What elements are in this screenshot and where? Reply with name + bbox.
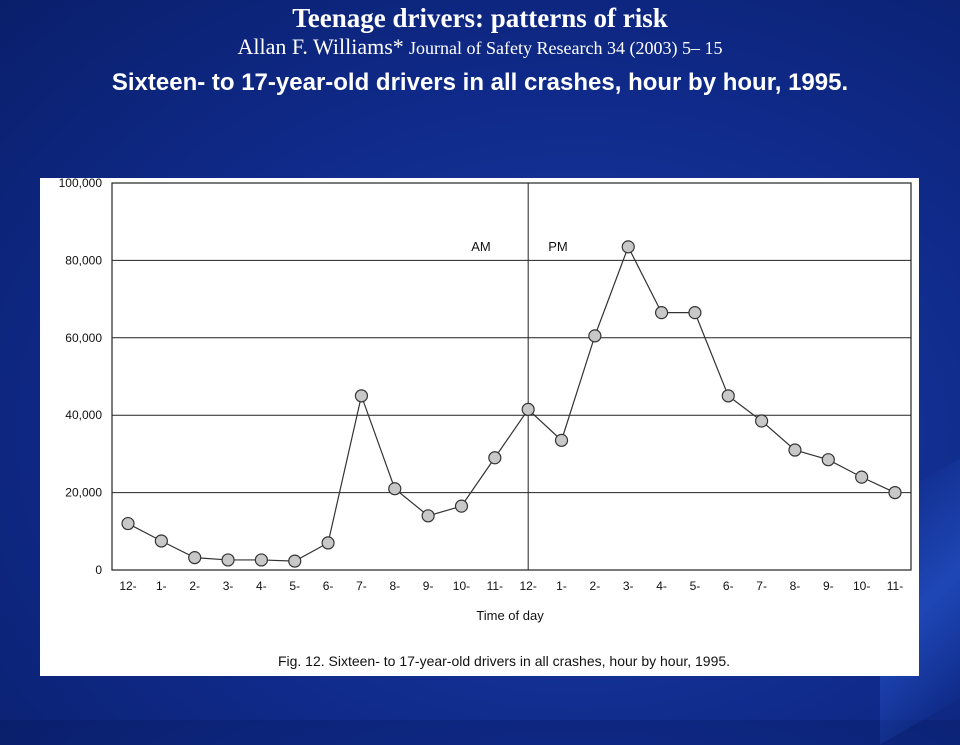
y-tick-labels: 0 20,000 40,000 60,000 80,000 100,000: [59, 176, 103, 577]
data-point: [821, 453, 835, 467]
series-polyline: [127, 245, 896, 562]
data-point: [121, 516, 135, 531]
x-tick-label: 1-: [156, 579, 167, 593]
y-tick-label: 20,000: [65, 486, 102, 500]
data-point: [588, 329, 602, 343]
y-tick-label: 100,000: [59, 178, 103, 190]
data-points: [121, 240, 902, 568]
x-tick-label: 12-: [119, 579, 136, 593]
data-point: [154, 534, 168, 548]
x-axis-label: Time of day: [476, 608, 544, 623]
data-point: [421, 509, 435, 523]
x-tick-label: 7-: [356, 579, 367, 593]
data-point: [221, 553, 235, 567]
data-point: [454, 499, 469, 513]
x-tick-labels: 12- 1- 2- 3- 4- 5- 6- 7- 8- 9- 10- 11- 12- 1- 2- 3- 4- 5-…: [119, 579, 903, 593]
data-point: [721, 389, 735, 403]
x-tick-label: 5-: [690, 579, 701, 593]
data-point: [755, 414, 769, 428]
x-tick-label: 11-: [487, 579, 503, 593]
series-line: [127, 245, 896, 562]
citation: Allan F. Williams* Journal of Safety Res…: [0, 34, 960, 61]
x-tick-label: 12-: [520, 579, 537, 593]
data-point: [521, 402, 535, 416]
x-tick-label: 9-: [423, 579, 434, 593]
data-point: [888, 486, 902, 500]
am-annotation: AM: [471, 239, 491, 254]
pm-annotation: PM: [548, 239, 568, 254]
line-chart: 0 20,000 40,000 60,000 80,000 100,000 12- 1- 2-…: [59, 176, 912, 669]
slide-subtitle: Sixteen- to 17-year-old drivers in all c…: [111, 69, 849, 96]
x-tick-label: 3-: [623, 579, 634, 593]
x-tick-label: 8-: [790, 579, 801, 593]
data-point: [688, 306, 702, 320]
data-point: [554, 433, 569, 447]
grid-lines: [112, 259, 911, 494]
x-tick-label: 3-: [223, 579, 234, 593]
x-tick-label: 2-: [189, 579, 200, 593]
figure-caption: Fig. 12. Sixteen- to 17-year-old drivers…: [278, 653, 730, 669]
data-point: [354, 389, 369, 403]
x-tick-label: 7-: [756, 579, 767, 593]
x-tick-label: 1-: [556, 579, 567, 593]
data-point: [388, 482, 402, 496]
y-tick-label: 60,000: [65, 331, 102, 345]
data-point: [321, 536, 335, 550]
slide-header: Teenage drivers: patterns of risk Allan …: [0, 0, 960, 99]
data-point: [788, 443, 802, 457]
x-tick-label: 4-: [656, 579, 667, 593]
x-tick-label: 6-: [323, 579, 334, 593]
citation-author: Allan F. Williams*: [237, 34, 404, 59]
data-point: [855, 470, 869, 484]
data-point: [188, 551, 202, 565]
x-tick-label: 5-: [289, 579, 300, 593]
chart-panel: 0 20,000 40,000 60,000 80,000 100,000 12- 1- 2-…: [40, 176, 919, 676]
plot-frame: [111, 182, 912, 571]
data-point: [654, 306, 669, 320]
x-tick-label: 2-: [590, 579, 601, 593]
data-point: [621, 240, 635, 254]
y-tick-label: 0: [95, 563, 102, 577]
x-tick-label: 11-: [887, 579, 903, 593]
y-tick-label: 40,000: [65, 408, 102, 422]
x-tick-label: 8-: [389, 579, 400, 593]
data-point: [254, 553, 268, 567]
x-tick-label: 4-: [256, 579, 267, 593]
x-tick-label: 10-: [853, 579, 870, 593]
y-tick-label: 80,000: [65, 253, 102, 267]
slide-title: Teenage drivers: patterns of risk: [292, 3, 668, 33]
x-tick-label: 10-: [453, 579, 470, 593]
data-point: [488, 451, 502, 465]
citation-journal: Journal of Safety Research 34 (2003) 5– …: [409, 38, 723, 58]
plot-border: [111, 182, 912, 571]
x-tick-label: 6-: [723, 579, 734, 593]
data-point: [288, 554, 302, 568]
x-tick-label: 9-: [823, 579, 834, 593]
